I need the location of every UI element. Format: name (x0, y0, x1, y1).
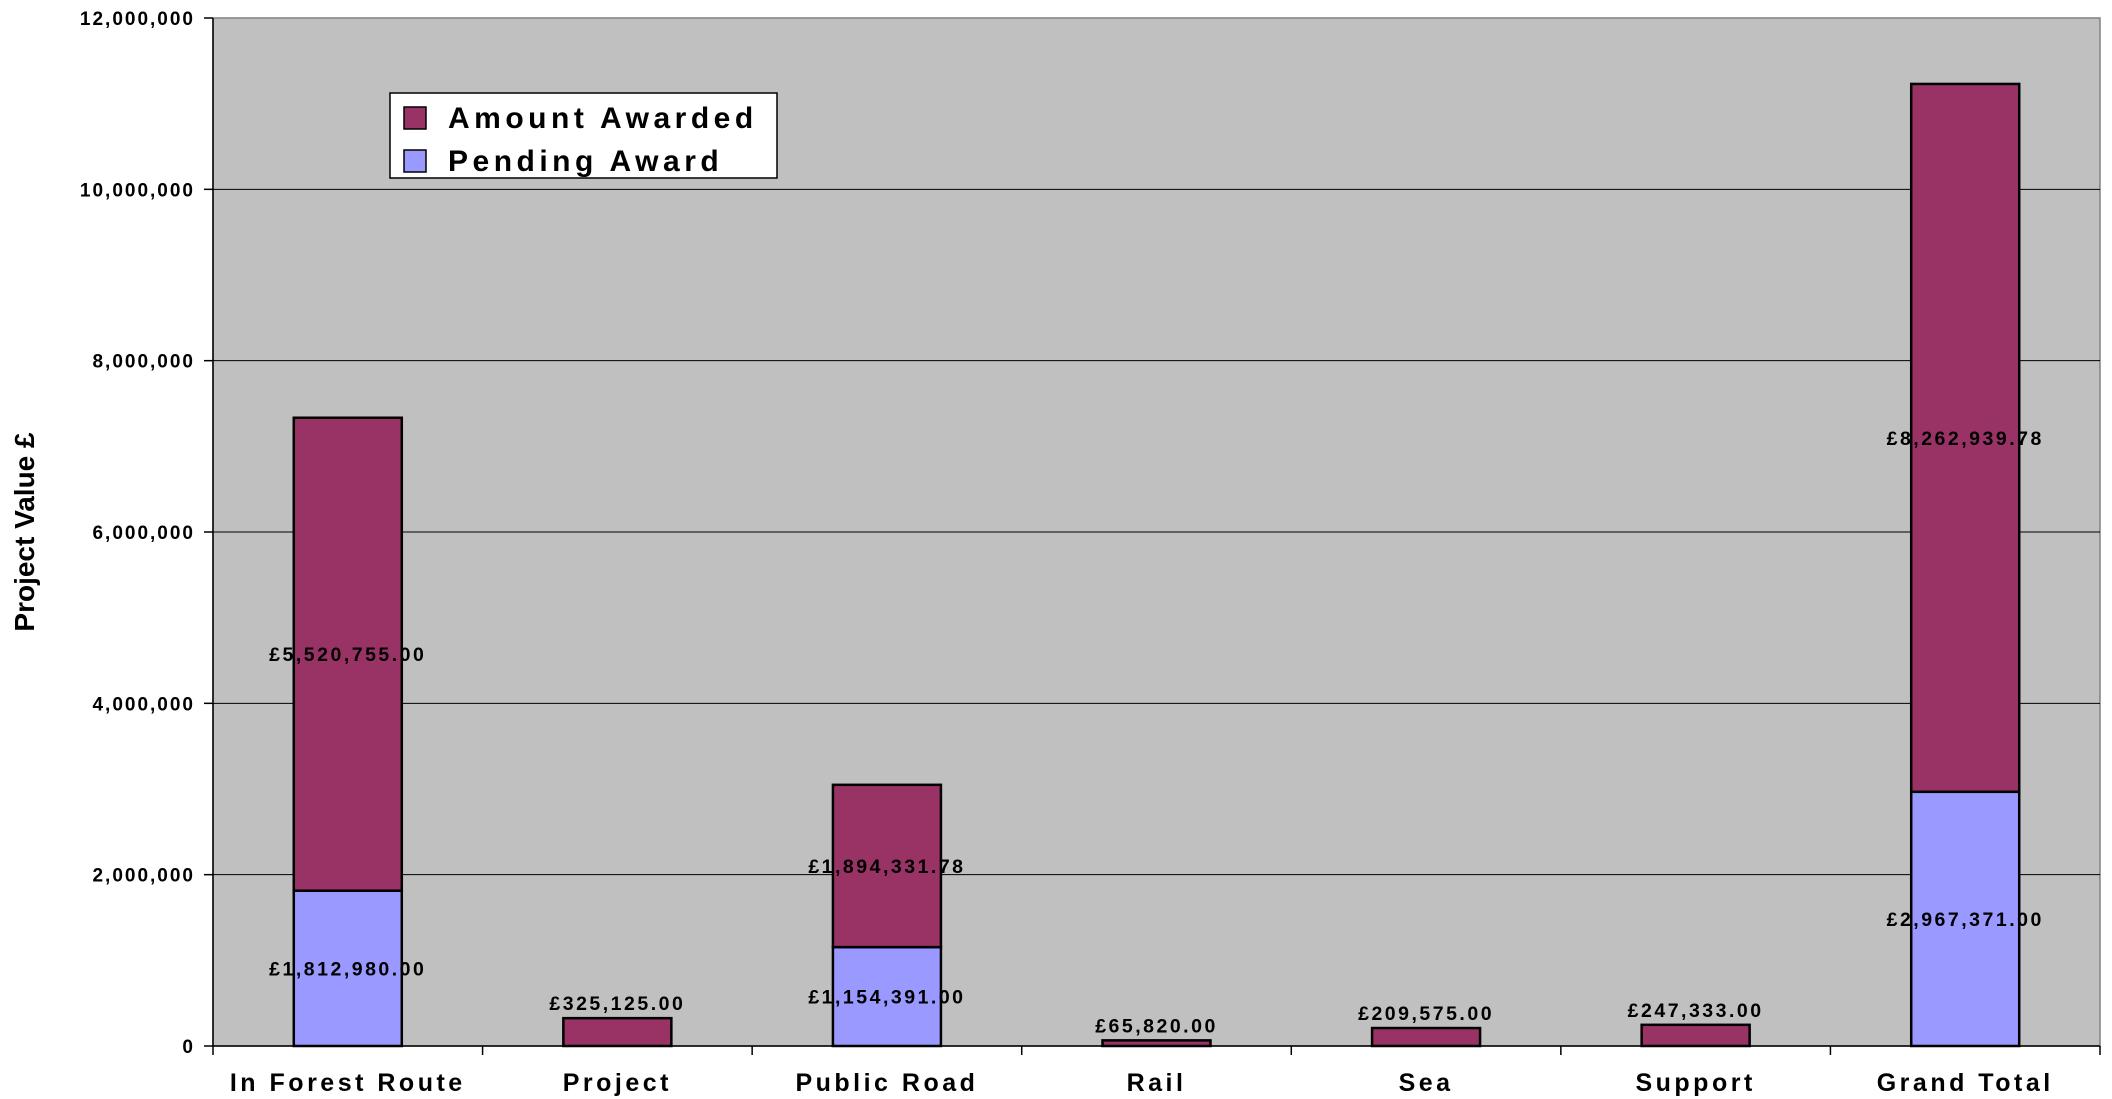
data-label: £325,125.00 (549, 993, 685, 1015)
x-tick-label: Support (1635, 1069, 1755, 1097)
x-tick-labels: In Forest Route Project Public Road Rail Sea… (230, 1069, 2054, 1097)
bars (292, 82, 2021, 1048)
x-tick-label: Project (563, 1069, 672, 1097)
x-tick-label: Rail (1127, 1069, 1187, 1097)
data-label: £5,520,755.00 (269, 644, 426, 666)
data-label: £1,154,391.00 (808, 987, 965, 1009)
x-tick-label: Public Road (795, 1069, 978, 1097)
bar-amount-awarded (831, 783, 943, 949)
y-tick-label: 0 (182, 1037, 195, 1058)
legend: Amount Awarded Pending Award (389, 92, 778, 179)
data-labels: £1,812,980.00 £5,520,755.00 £325,125.00 £1,… (269, 428, 2044, 1037)
bar-amount-awarded (1640, 1023, 1751, 1048)
x-tick-label: In Forest Route (230, 1069, 466, 1097)
legend-label: Amount Awarded (448, 102, 758, 135)
data-label: £1,894,331.78 (808, 856, 965, 878)
legend-swatch (403, 149, 427, 173)
bar-pending-award (1909, 790, 2021, 1048)
data-label: £1,812,980.00 (269, 958, 426, 980)
bar-amount-awarded (292, 416, 404, 892)
legend-swatch (403, 106, 427, 130)
y-tick-label: 6,000,000 (92, 523, 195, 544)
y-tick-labels: 0 2,000,000 4,000,000 6,000,000 8,000,000 10,… (80, 9, 195, 1058)
y-tick-label: 2,000,000 (92, 866, 195, 887)
data-label: £8,262,939.78 (1887, 428, 2044, 450)
bar-amount-awarded (1909, 82, 2021, 794)
gridlines (213, 188, 2100, 876)
axes (204, 17, 2101, 1055)
bar-amount-awarded (1101, 1039, 1212, 1048)
data-label: £209,575.00 (1358, 1003, 1494, 1025)
y-tick-label: 10,000,000 (80, 180, 195, 201)
data-label: £247,333.00 (1628, 1000, 1764, 1022)
bar-amount-awarded (1370, 1026, 1482, 1048)
x-tick-label: Grand Total (1877, 1069, 2054, 1097)
legend-label: Pending Award (448, 145, 723, 178)
y-tick-label: 8,000,000 (92, 352, 195, 373)
y-axis-label: Project Value £ (9, 432, 40, 632)
y-tick-label: 4,000,000 (92, 694, 195, 715)
data-label: £65,820.00 (1095, 1015, 1218, 1037)
legend-box (389, 92, 778, 179)
y-tick-label: 12,000,000 (80, 9, 195, 30)
data-label: £2,967,371.00 (1887, 909, 2044, 931)
x-tick-label: Sea (1399, 1069, 1454, 1097)
bar-amount-awarded (562, 1016, 673, 1048)
